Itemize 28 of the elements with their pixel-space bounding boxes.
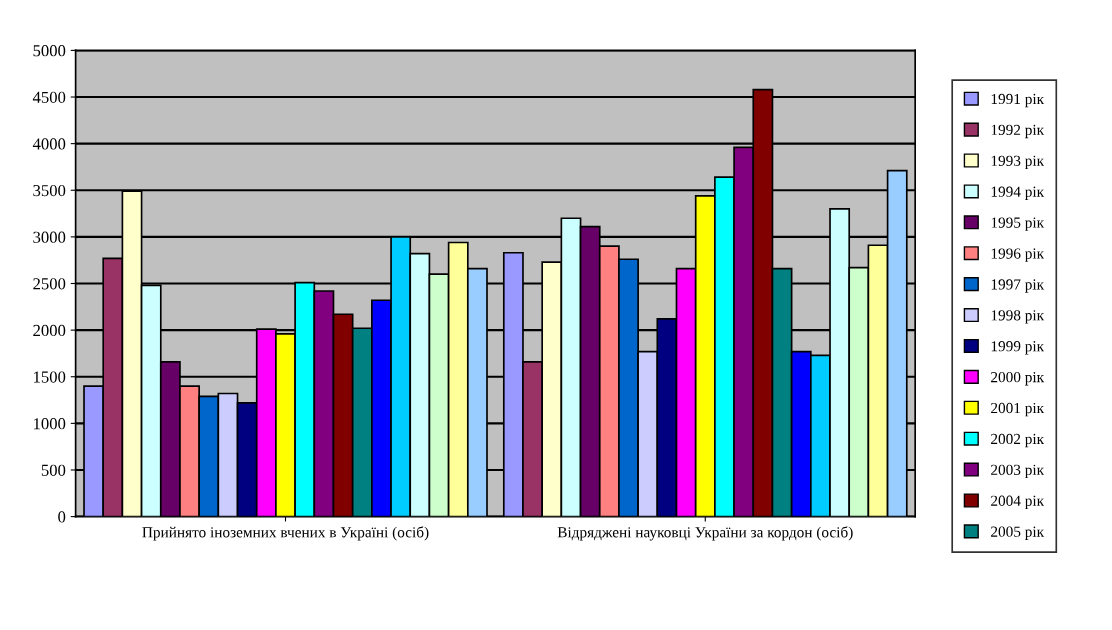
legend-label: 1995 рік [991,217,1045,231]
legend-label: 2001 рік [991,402,1045,417]
legend-label: 2003 рік [991,464,1045,479]
legend-label: 1992 рік [991,124,1045,139]
y-tick-label: 3000 [33,231,66,243]
legend-label: 1999 рік [991,341,1045,355]
y-tick-label: 1000 [34,418,66,430]
x-tick-label: Відряджені науковці України за кордон (осіб) [557,526,853,541]
legend-label: 2005 рік [991,526,1045,540]
legend-label: 2002 рік [991,433,1045,448]
y-tick-label: 3500 [33,184,66,197]
legend-label: 2000 рік [991,371,1045,386]
legend-label: 1993 рік [991,155,1045,170]
y-tick-label: 2500 [33,278,66,290]
legend-label: 1991 рік [991,93,1045,108]
legend-label: 1996 рік [991,248,1045,262]
y-tick-label: 500 [41,464,66,476]
legend-label: 2004 рік [991,495,1045,510]
y-tick-label: 4500 [32,91,66,103]
y-tick-label: 1500 [34,371,66,383]
y-tick-label: 0 [58,511,66,523]
legend-label: 1997 рік [991,279,1045,293]
legend-label: 1998 рік [991,310,1045,324]
y-tick-label: 2000 [33,324,66,337]
x-tick-label: Прийнято іноземних вчених в Україні (осіб) [142,526,429,541]
legend-label: 1994 рік [991,186,1045,200]
y-tick-label: 4000 [32,138,66,150]
y-tick-label: 5000 [33,45,66,57]
